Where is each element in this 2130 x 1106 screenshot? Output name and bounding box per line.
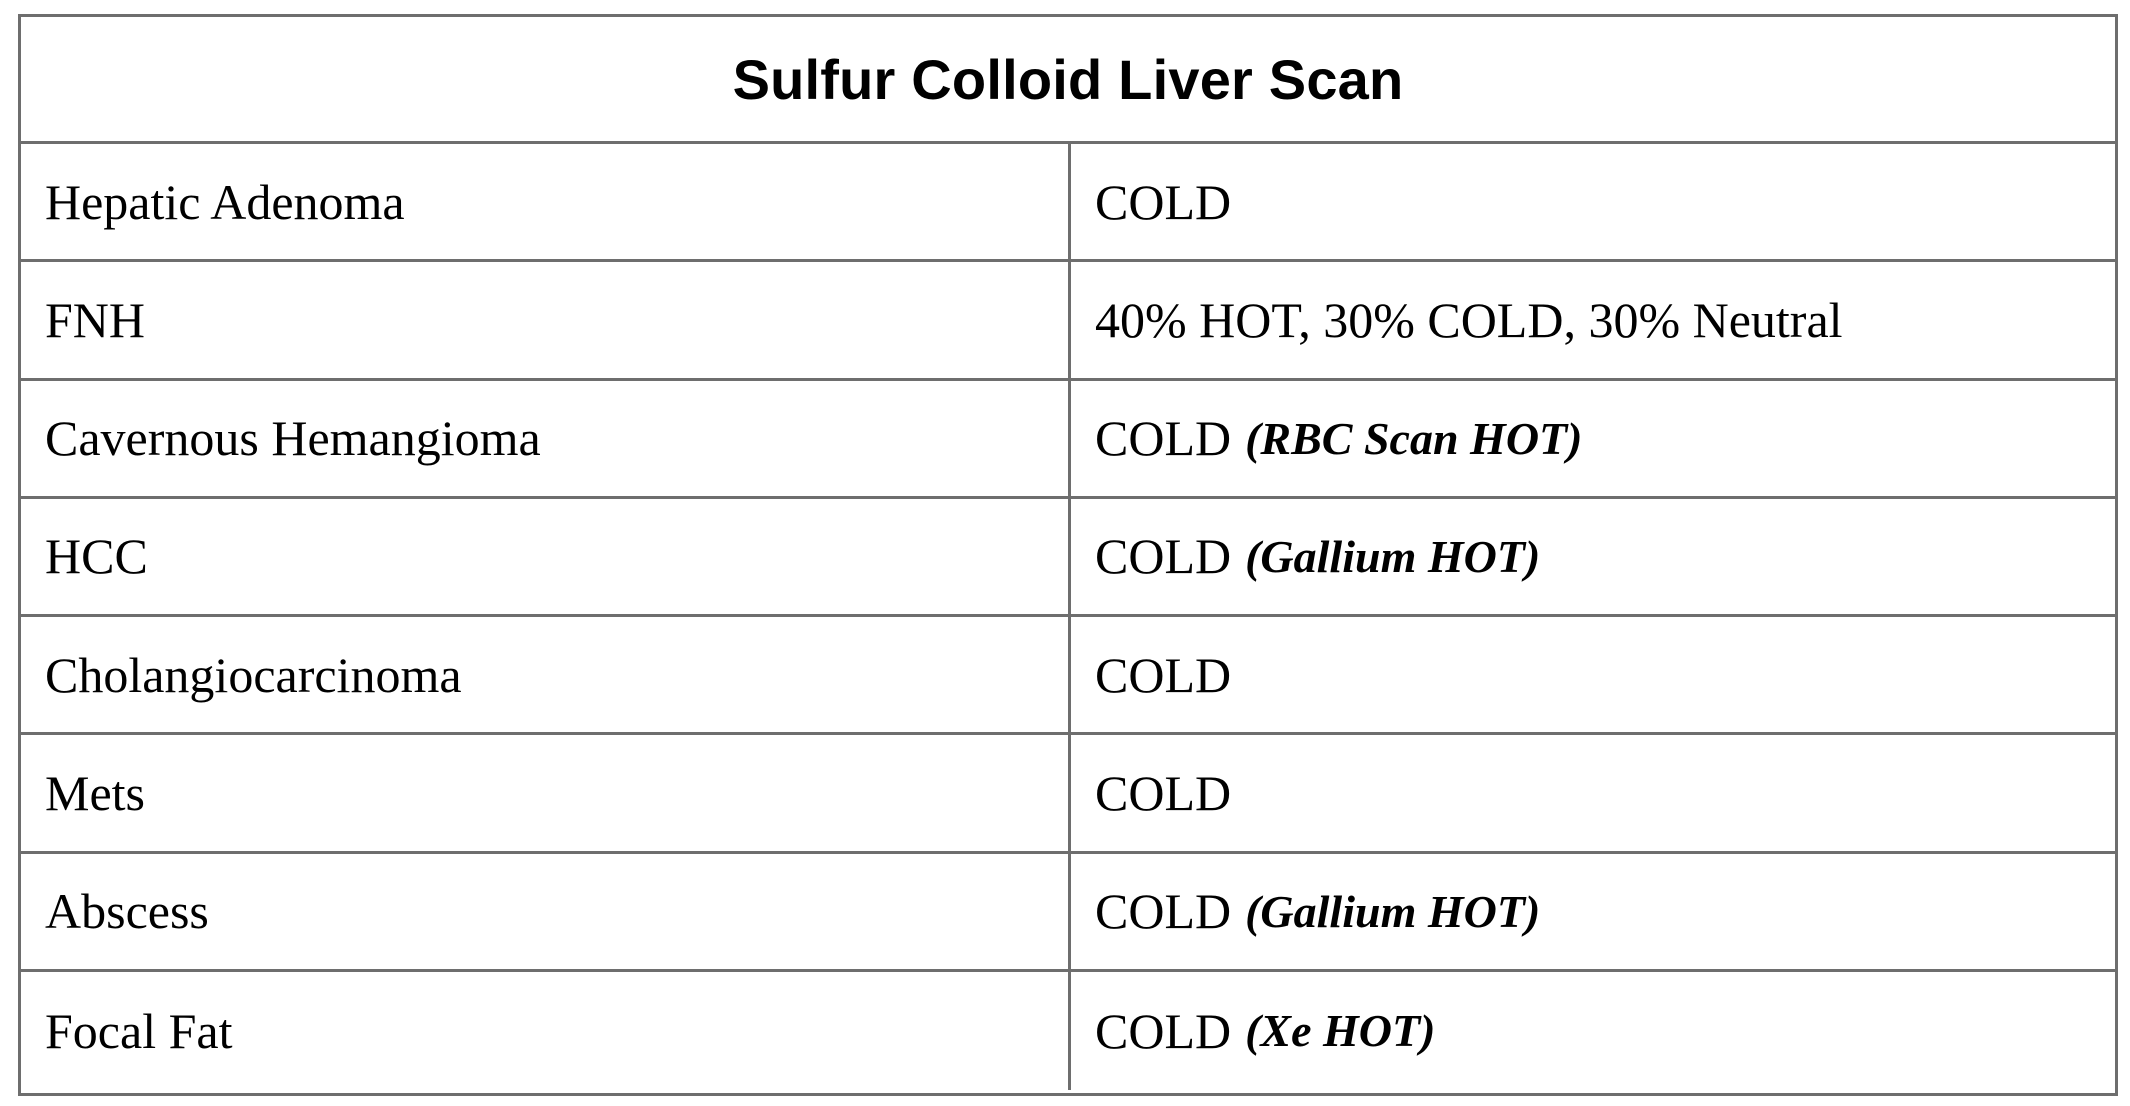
result-cell: COLD [1071, 617, 2115, 732]
lesion-cell: Cavernous Hemangioma [21, 380, 1071, 496]
scan-result: COLD [1095, 1002, 1232, 1059]
table-row: Cavernous Hemangioma COLD (RBC Scan HOT) [21, 380, 2115, 499]
lesion-name: Cavernous Hemangioma [45, 410, 541, 467]
table-row: FNH 40% HOT, 30% COLD, 30% Neutral [21, 262, 2115, 381]
lesion-cell: Focal Fat [21, 971, 1071, 1090]
scan-note: (Gallium HOT) [1245, 885, 1541, 937]
lesion-name: Hepatic Adenoma [45, 173, 405, 230]
table-header-row: Sulfur Colloid Liver Scan [21, 17, 2115, 144]
scan-note: (Gallium HOT) [1245, 530, 1541, 582]
lesion-cell: Abscess [21, 853, 1071, 969]
lesion-cell: Hepatic Adenoma [21, 144, 1071, 260]
table-row: HCC COLD (Gallium HOT) [21, 498, 2115, 617]
scan-result: COLD [1095, 528, 1232, 585]
lesion-cell: FNH [21, 262, 1071, 378]
result-cell: COLD (Xe HOT) [1071, 972, 2115, 1090]
scan-note: (Xe HOT) [1245, 1005, 1436, 1057]
table-title: Sulfur Colloid Liver Scan [732, 47, 1404, 111]
lesion-name: Focal Fat [45, 1002, 233, 1059]
scan-result: COLD [1095, 883, 1232, 940]
scan-result: COLD [1095, 410, 1232, 467]
scan-note: (RBC Scan HOT) [1245, 412, 1583, 464]
table-body: Hepatic Adenoma COLD FNH 40% HOT, 30% CO… [21, 144, 2115, 1090]
liver-scan-table: Sulfur Colloid Liver Scan Hepatic Adenom… [18, 14, 2118, 1096]
table-row: Abscess COLD (Gallium HOT) [21, 853, 2115, 972]
lesion-cell: HCC [21, 498, 1071, 614]
result-cell: 40% HOT, 30% COLD, 30% Neutral [1071, 262, 2115, 377]
lesion-name: Cholangiocarcinoma [45, 646, 462, 703]
scan-result: COLD [1095, 764, 1232, 821]
result-cell: COLD (Gallium HOT) [1071, 854, 2115, 969]
result-cell: COLD [1071, 144, 2115, 259]
result-cell: COLD (Gallium HOT) [1071, 499, 2115, 614]
lesion-cell: Mets [21, 735, 1071, 851]
lesion-name: Abscess [45, 883, 209, 940]
scan-result: COLD [1095, 173, 1232, 230]
result-cell: COLD [1071, 735, 2115, 850]
scan-result: 40% HOT, 30% COLD, 30% Neutral [1095, 291, 1843, 348]
table-row: Focal Fat COLD (Xe HOT) [21, 971, 2115, 1090]
result-cell: COLD (RBC Scan HOT) [1071, 381, 2115, 496]
table-row: Mets COLD [21, 735, 2115, 854]
table-row: Hepatic Adenoma COLD [21, 144, 2115, 263]
lesion-name: HCC [45, 528, 148, 585]
lesion-name: FNH [45, 291, 146, 348]
scan-result: COLD [1095, 646, 1232, 703]
lesion-cell: Cholangiocarcinoma [21, 617, 1071, 733]
lesion-name: Mets [45, 764, 145, 821]
table-row: Cholangiocarcinoma COLD [21, 617, 2115, 736]
